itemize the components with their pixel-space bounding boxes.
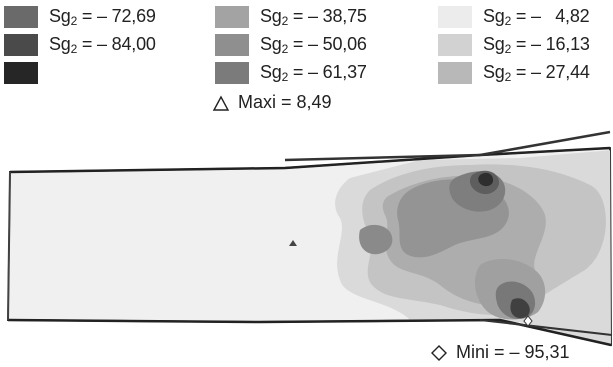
min-label: Mini = – 95,31 bbox=[456, 342, 570, 362]
legend-swatch bbox=[438, 6, 472, 28]
beam-top-edge bbox=[9, 146, 611, 174]
legend-swatch bbox=[215, 62, 249, 84]
legend-label: Sg2 = – 72,69 bbox=[49, 6, 156, 28]
legend-swatch bbox=[215, 6, 249, 28]
legend-item: Sg2 = – 38,75 bbox=[215, 6, 367, 28]
triangle-icon bbox=[212, 95, 230, 111]
legend-label: Sg2 = – 4,82 bbox=[483, 6, 590, 28]
contour-level-11 bbox=[359, 224, 393, 255]
beam-left-edge bbox=[7, 171, 11, 321]
legend-label: Sg2 = – 16,13 bbox=[483, 34, 590, 56]
legend-item: Sg2 = – 50,06 bbox=[215, 34, 367, 56]
legend-label: Sg2 = – 27,44 bbox=[483, 62, 590, 84]
legend-swatch bbox=[4, 62, 38, 84]
legend-label: Sg2 = – 50,06 bbox=[260, 34, 367, 56]
top-flange-line bbox=[284, 130, 611, 162]
legend-item bbox=[4, 62, 38, 84]
max-marker bbox=[289, 240, 297, 246]
legend-swatch bbox=[438, 34, 472, 56]
legend-item: Sg2 = – 27,44 bbox=[438, 62, 590, 84]
bottom-flange-line bbox=[479, 319, 613, 336]
beam-bottom-edge bbox=[7, 318, 612, 347]
max-label: Maxi = 8,49 bbox=[238, 92, 332, 112]
legend-item: Sg2 = – 61,37 bbox=[215, 62, 367, 84]
max-annotation: Maxi = 8,49 bbox=[212, 92, 332, 113]
legend-item: Sg2 = – 4,82 bbox=[438, 6, 590, 28]
legend-label: Sg2 = – 38,75 bbox=[260, 6, 367, 28]
stress-contours bbox=[335, 150, 611, 345]
legend-label: Sg2 = – 61,37 bbox=[260, 62, 367, 84]
legend-label: Sg2 = – 84,00 bbox=[49, 34, 156, 56]
legend-item: Sg2 = – 72,69 bbox=[4, 6, 156, 28]
contour-level-10 bbox=[510, 298, 530, 319]
legend-swatch bbox=[4, 6, 38, 28]
legend-item: Sg2 = – 16,13 bbox=[438, 34, 590, 56]
contour-level-7 bbox=[478, 172, 494, 187]
diamond-icon bbox=[431, 344, 447, 361]
legend: Sg2 = – 72,69 Sg2 = – 84,00 Sg2 = – 38,7… bbox=[0, 0, 613, 90]
min-annotation: Mini = – 95,31 bbox=[430, 342, 570, 363]
legend-swatch bbox=[438, 62, 472, 84]
min-marker bbox=[523, 315, 533, 327]
legend-item: Sg2 = – 84,00 bbox=[4, 34, 156, 56]
legend-swatch bbox=[215, 34, 249, 56]
legend-swatch bbox=[4, 34, 38, 56]
